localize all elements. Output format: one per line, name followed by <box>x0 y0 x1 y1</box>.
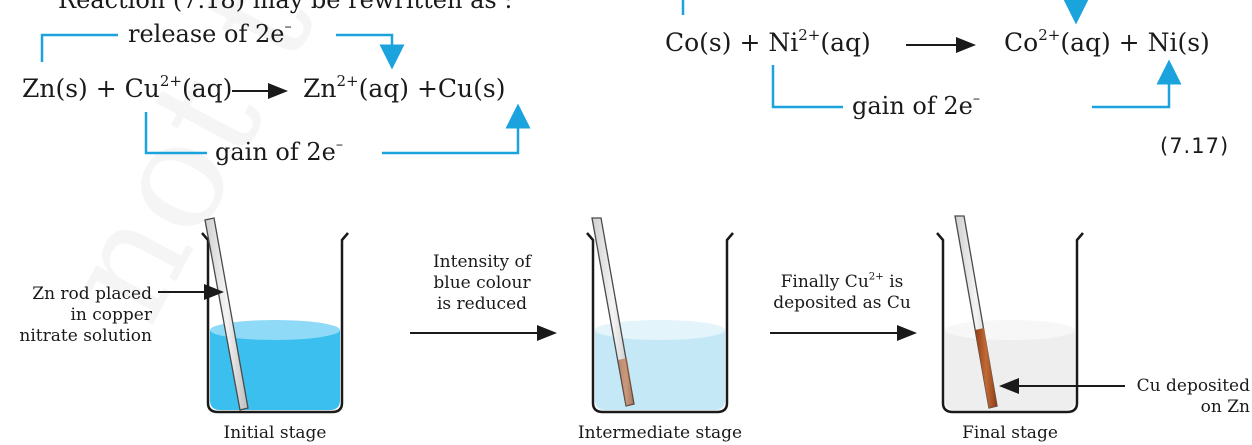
release-bracket <box>40 33 405 70</box>
caption-final-stage: Final stage <box>962 423 1058 443</box>
release-label: release of 2e– <box>128 19 292 48</box>
equation-left-products: Zn2+(aq) +Cu(s) <box>303 71 506 103</box>
zn-rod-final <box>954 215 998 409</box>
caption-initial-stage: Initial stage <box>223 423 327 443</box>
gain-bracket-left <box>144 103 531 155</box>
equation-right-reactants: Co(s) + Ni2+(aq) <box>665 25 871 57</box>
annotation-cu-deposit: Cu deposited on Zn <box>1136 376 1250 417</box>
release-bracket-right <box>681 0 1089 25</box>
caption-intermediate-stage: Intermediate stage <box>577 423 743 443</box>
equation-number: (7.17) <box>1160 134 1230 158</box>
annotation-zn-rod: Zn rod placed in copper nitrate solution <box>19 284 152 346</box>
gain-label-right: gain of 2e– <box>852 91 981 120</box>
zn-rod-initial <box>204 217 249 411</box>
step2-text: Finally Cu2+ is deposited as Cu <box>773 271 911 313</box>
equation-left-reactants: Zn(s) + Cu2+(aq) <box>22 71 233 103</box>
equation-right-products: Co2+(aq) + Ni(s) <box>1004 25 1210 57</box>
gain-label-left: gain of 2e– <box>215 137 344 166</box>
gain-bracket-right <box>771 59 1182 109</box>
zn-rod-intermediate <box>591 217 635 407</box>
intro-text: Reaction (7.18) may be rewritten as : <box>58 0 513 14</box>
step1-text: Intensity of blue colour is reduced <box>432 252 532 314</box>
